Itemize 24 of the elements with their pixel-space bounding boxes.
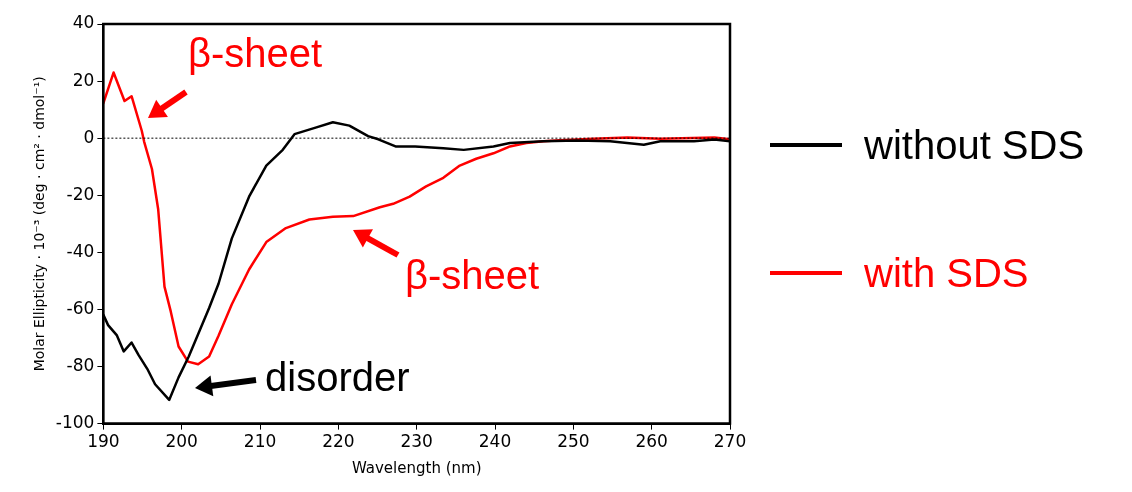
y-tick-label: 40 xyxy=(72,12,95,33)
y-axis-title: Molar Ellipticity · 10⁻³ (deg · cm² · dmol⁻¹) xyxy=(31,76,48,372)
x-tick-label: 270 xyxy=(713,431,747,452)
x-tick-label: 230 xyxy=(400,431,433,452)
annotation: β-sheet xyxy=(188,30,323,76)
annotation: β-sheet xyxy=(405,252,540,298)
y-tick-label: 0 xyxy=(83,126,95,147)
x-tick-label: 210 xyxy=(243,431,277,452)
x-tick-label: 240 xyxy=(478,431,512,452)
legend-label: with SDS xyxy=(864,250,1029,296)
x-tick-label: 190 xyxy=(87,431,120,452)
x-tick-label: 220 xyxy=(322,431,355,452)
y-tick-label: -80 xyxy=(66,354,95,375)
y-tick-label: -100 xyxy=(55,412,95,433)
x-tick-label: 260 xyxy=(635,431,668,452)
legend-label: without SDS xyxy=(864,122,1085,168)
y-tick-label: 20 xyxy=(72,69,95,90)
x-tick-label: 250 xyxy=(557,431,590,452)
annotation: disorder xyxy=(265,354,410,400)
y-tick-label: -20 xyxy=(66,183,95,204)
y-tick-label: -40 xyxy=(66,240,95,261)
y-tick-label: -60 xyxy=(66,297,95,318)
x-tick-label: 200 xyxy=(165,431,198,452)
x-axis-title: Wavelength (nm) xyxy=(351,458,482,477)
